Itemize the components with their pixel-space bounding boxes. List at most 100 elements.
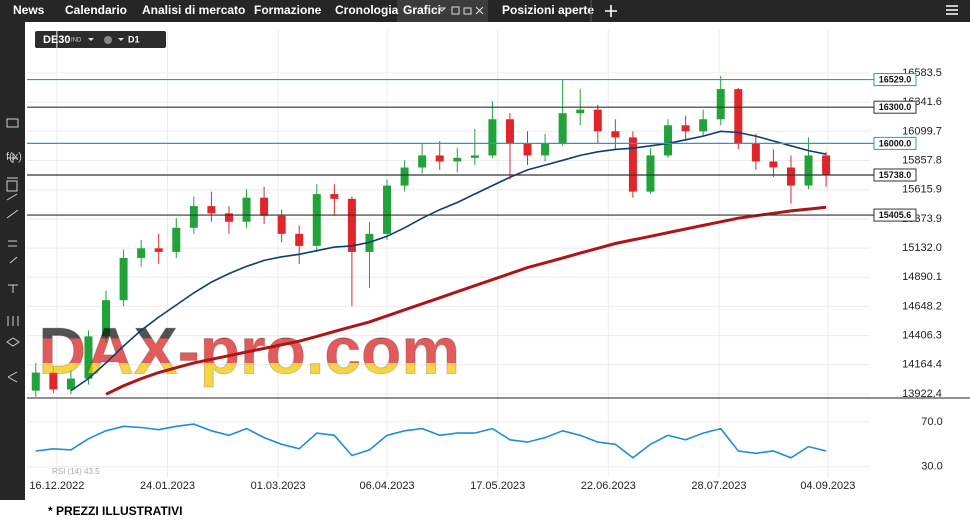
candle-body: [523, 143, 532, 156]
candle-body: [49, 372, 58, 390]
menu[interactable]: [946, 5, 958, 15]
indicator-label: RSI (14) 43.5: [52, 467, 100, 476]
candle-body: [102, 300, 111, 337]
moving-average: [105, 205, 827, 396]
candle-body: [505, 119, 514, 144]
y-tick-label: 70.0: [921, 416, 942, 428]
candle-body: [137, 248, 146, 258]
price-line-tag: [873, 208, 917, 222]
nav-tab[interactable]: Formazione: [254, 3, 322, 17]
candle-body: [119, 257, 128, 301]
x-tick-label: 28.07.2023: [691, 480, 746, 492]
x-tick-label: 22.06.2023: [581, 480, 636, 492]
candle-body: [383, 185, 392, 234]
price-line-label: 15738.0: [879, 170, 912, 180]
y-tick-label: 15615.9: [902, 184, 942, 196]
candle-body: [224, 213, 233, 222]
candle-body: [66, 378, 75, 390]
price-line-label: 16529.0: [879, 74, 912, 84]
y-tick-label: 15857.8: [902, 154, 942, 166]
candle-body: [664, 125, 673, 156]
x-tick-label: 04.09.2023: [800, 480, 855, 492]
tab-icons[interactable]: [437, 6, 484, 15]
y-tick-label: 14406.3: [902, 330, 942, 342]
candle-body: [470, 155, 479, 158]
price-line-tag: [873, 136, 917, 150]
candle-body: [769, 161, 778, 168]
candle-body: [347, 198, 356, 252]
candle-body: [400, 167, 409, 186]
info-icon[interactable]: [104, 36, 112, 44]
price-line-label: 16000.0: [879, 138, 912, 148]
candle-body: [277, 215, 286, 234]
candle-body: [154, 248, 163, 252]
candle-body: [646, 155, 655, 192]
candle-body: [453, 157, 462, 162]
timeframe[interactable]: D1: [128, 34, 140, 44]
candle-body: [207, 206, 216, 214]
candle-body: [628, 137, 637, 192]
x-tick-label: 24.01.2023: [140, 480, 195, 492]
nav-tab[interactable]: Cronologia: [335, 3, 399, 17]
candle-body: [330, 194, 339, 199]
candle-body: [435, 155, 444, 162]
y-tick-label: 13922.4: [902, 388, 942, 400]
footnote: * PREZZI ILLUSTRATIVI: [48, 504, 182, 518]
candle-body: [312, 194, 321, 246]
rsi-line: [35, 423, 827, 459]
candle-body: [295, 233, 304, 246]
moving-average: [70, 130, 827, 392]
price-line-tag: [873, 73, 917, 87]
candle-body: [189, 206, 198, 228]
candle-body: [260, 197, 269, 216]
y-tick-label: 15132.0: [902, 242, 942, 254]
candle-body: [418, 155, 427, 168]
candle-body: [242, 197, 251, 222]
nav-tab[interactable]: Grafici: [403, 3, 441, 17]
instrument-selector[interactable]: [35, 31, 166, 48]
nav-tab[interactable]: Calendario: [65, 3, 127, 17]
dropdown-arrows[interactable]: [88, 38, 124, 41]
candle-body: [716, 89, 725, 120]
candle-body: [786, 167, 795, 186]
y-tick-label: 14648.2: [902, 300, 942, 312]
candle-body: [611, 131, 620, 138]
candle-body: [488, 119, 497, 156]
fx-icon[interactable]: f(x): [6, 151, 22, 163]
candle-body: [576, 109, 585, 114]
price-line-tag: [873, 100, 917, 114]
price-line-label: 15405.6: [879, 210, 912, 220]
candle-body: [804, 155, 813, 186]
candle-body: [734, 89, 743, 144]
price-line-tag: [873, 168, 917, 182]
candle-body: [172, 227, 181, 252]
x-tick-label: 16.12.2022: [29, 480, 84, 492]
nav-tab[interactable]: Analisi di mercato: [142, 3, 245, 17]
footer: [0, 500, 970, 522]
nav-tab[interactable]: Posizioni aperte: [502, 3, 594, 17]
add-tab[interactable]: [605, 5, 617, 17]
instrument-class: IND: [71, 38, 82, 44]
toolbar-icons[interactable]: [6, 118, 20, 383]
nav-tab[interactable]: News: [13, 3, 45, 17]
y-tick-label: 16099.7: [902, 125, 942, 137]
price-line-label: 16300.0: [879, 102, 912, 112]
chart-area: [27, 22, 970, 500]
x-tick-label: 17.05.2023: [470, 480, 525, 492]
candle-body: [751, 143, 760, 162]
y-tick-label: 30.0: [921, 461, 942, 473]
y-tick-label: 14890.1: [902, 271, 942, 283]
candle-body: [541, 143, 550, 156]
candle-body: [558, 113, 567, 144]
x-tick-label: 01.03.2023: [251, 480, 306, 492]
candle-body: [681, 125, 690, 132]
candle-body: [31, 372, 40, 391]
candle-body: [593, 109, 602, 132]
x-tick-label: 06.04.2023: [360, 480, 415, 492]
candle-body: [84, 336, 93, 379]
y-tick-label: 14164.4: [902, 359, 942, 371]
candle-body: [699, 119, 708, 132]
candle-body: [822, 155, 831, 175]
